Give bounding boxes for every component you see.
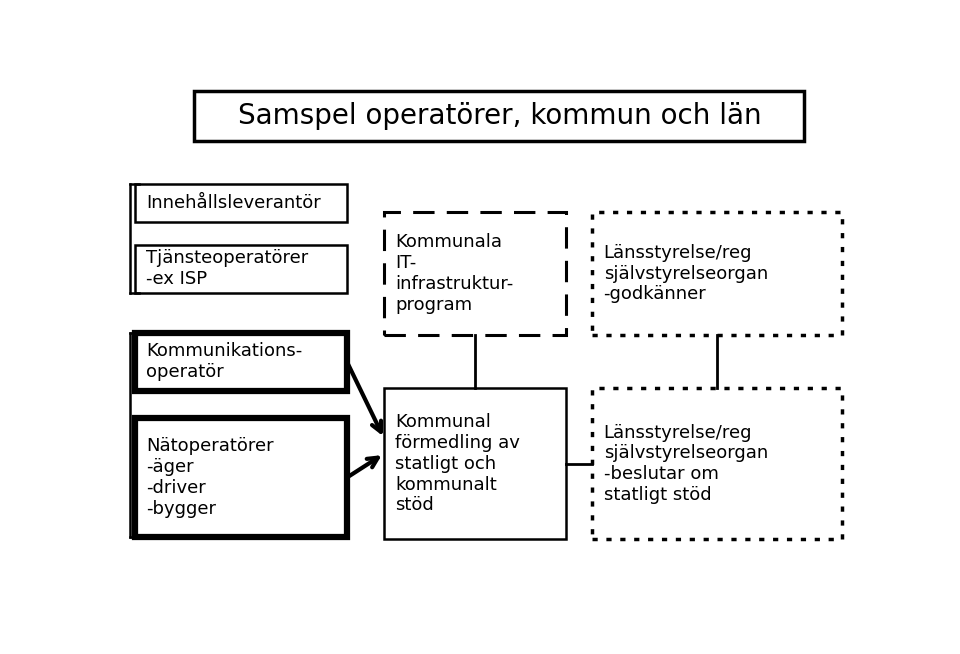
Text: Kommunikations-
operatör: Kommunikations- operatör: [146, 342, 302, 381]
Bar: [134, 419, 347, 537]
Bar: [592, 388, 842, 540]
Bar: [592, 212, 842, 336]
Text: Tjänsteoperatörer
-ex ISP: Tjänsteoperatörer -ex ISP: [146, 249, 308, 288]
Bar: [134, 245, 347, 292]
Text: Samspel operatörer, kommun och län: Samspel operatörer, kommun och län: [238, 102, 761, 130]
Bar: [134, 184, 347, 222]
Bar: [134, 333, 347, 390]
Text: Länsstyrelse/reg
självstyrelseorgan
-beslutar om
statligt stöd: Länsstyrelse/reg självstyrelseorgan -bes…: [604, 424, 768, 504]
Text: Kommunal
förmedling av
statligt och
kommunalt
stöd: Kommunal förmedling av statligt och komm…: [396, 413, 520, 514]
Bar: [194, 91, 804, 141]
Text: Länsstyrelse/reg
självstyrelseorgan
-godkänner: Länsstyrelse/reg självstyrelseorgan -god…: [604, 244, 768, 303]
Bar: [384, 388, 566, 540]
Bar: [384, 212, 566, 336]
Text: Kommunala
IT-
infrastruktur-
program: Kommunala IT- infrastruktur- program: [396, 233, 514, 314]
Text: Innehållsleverantör: Innehållsleverantör: [146, 194, 321, 212]
Text: Nätoperatörer
-äger
-driver
-bygger: Nätoperatörer -äger -driver -bygger: [146, 438, 274, 518]
